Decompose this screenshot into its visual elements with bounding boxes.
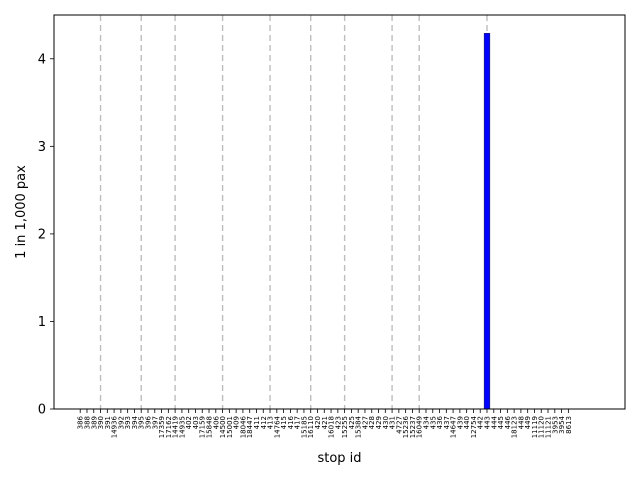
y-axis-ticks: 0 1 2 3 4 <box>38 52 54 418</box>
y-tick-label: 3 <box>38 140 46 155</box>
x-tick-label: 18123 <box>511 416 519 438</box>
x-tick-label: 420 <box>314 416 322 429</box>
x-tick-label: 391 <box>104 416 112 429</box>
x-tick-label: 442 <box>477 416 485 429</box>
x-tick-label: 15237 <box>409 416 417 438</box>
x-tick-label: 416 <box>287 415 295 429</box>
bar-443 <box>483 32 491 410</box>
x-tick-label: 16018 <box>328 416 336 438</box>
x-tick-label: 428 <box>368 416 376 429</box>
y-tick-label: 1 <box>38 315 46 330</box>
x-axis-ticks: 3863883893903911493639239339439539639717… <box>77 409 573 438</box>
x-tick-label: 417 <box>294 416 302 429</box>
x-axis-title: stop id <box>317 451 361 466</box>
x-tick-label: 15185 <box>300 416 308 438</box>
bars <box>483 32 491 410</box>
x-tick-label: 439 <box>456 416 464 429</box>
y-tick-label: 0 <box>38 403 46 418</box>
x-tick-label: 409 <box>233 416 241 429</box>
x-tick-label: 389 <box>90 416 98 429</box>
x-tick-label: 397 <box>151 416 159 429</box>
x-tick-label: 393 <box>124 416 132 429</box>
x-tick-label: 431 <box>389 416 397 429</box>
x-tick-label: 11121 <box>545 416 553 438</box>
x-tick-label: 395 <box>138 416 146 429</box>
x-tick-label: 446 <box>504 415 512 429</box>
x-tick-label: 413 <box>267 416 275 429</box>
y-tick-label: 4 <box>38 52 46 67</box>
x-tick-label: 435 <box>429 416 437 429</box>
x-tick-label: 11119 <box>531 416 539 438</box>
x-tick-label: 15255 <box>341 416 349 438</box>
x-tick-label: 412 <box>260 416 268 429</box>
x-tick-label: 449 <box>524 416 532 429</box>
x-tick-label: 12754 <box>470 415 478 438</box>
x-tick-label: 425 <box>348 416 356 429</box>
dashed-reference-lines <box>99 15 488 409</box>
x-tick-label: 11120 <box>538 416 546 438</box>
x-tick-label: 443 <box>484 416 492 429</box>
x-tick-label: 17162 <box>165 416 173 438</box>
x-tick-label: 421 <box>321 416 329 429</box>
x-tick-label: 18447 <box>246 416 254 438</box>
x-tick-label: 415 <box>280 416 288 429</box>
x-tick-label: 403 <box>192 416 200 429</box>
x-tick-label: 392 <box>117 416 125 429</box>
plot-frame <box>53 14 626 410</box>
y-tick-label: 2 <box>38 227 46 242</box>
x-tick-label: 430 <box>382 416 390 429</box>
x-tick-label: 14935 <box>178 416 186 438</box>
x-tick-label: 386 <box>77 415 85 429</box>
x-tick-label: 388 <box>83 416 91 429</box>
x-tick-label: 411 <box>253 416 261 429</box>
x-tick-label: 17159 <box>199 416 207 438</box>
x-tick-label: 402 <box>185 416 193 429</box>
x-tick-label: 390 <box>97 416 105 429</box>
x-tick-label: 8613 <box>565 416 573 434</box>
x-tick-label: 16110 <box>307 416 315 438</box>
x-tick-label: 14764 <box>273 415 281 438</box>
x-tick-label: 448 <box>517 416 525 429</box>
x-tick-label: 396 <box>145 415 153 429</box>
x-tick-label: 3954 <box>558 415 566 433</box>
x-tick-label: 15384 <box>355 415 363 438</box>
x-tick-label: 14419 <box>172 416 180 438</box>
x-tick-label: 15001 <box>226 416 234 438</box>
x-tick-label: 429 <box>375 416 383 429</box>
x-tick-label: 444 <box>490 415 498 429</box>
x-tick-label: 14647 <box>450 416 458 438</box>
x-tick-label: 15848 <box>206 416 214 438</box>
x-tick-label: 17359 <box>158 416 166 438</box>
x-tick-label: 18046 <box>239 415 247 438</box>
x-tick-label: 427 <box>361 416 369 429</box>
x-tick-label: 4727 <box>395 416 403 434</box>
x-tick-label: 16049 <box>416 416 424 438</box>
x-tick-label: 434 <box>422 415 430 429</box>
y-axis-title: 1 in 1,000 pax <box>14 165 29 259</box>
x-tick-label: 406 <box>212 415 220 429</box>
x-tick-label: 3953 <box>551 416 559 434</box>
x-tick-label: 394 <box>131 415 139 429</box>
x-tick-label: 445 <box>497 416 505 429</box>
x-tick-label: 436 <box>436 415 444 429</box>
x-tick-label: 14936 <box>111 415 119 438</box>
x-tick-label: 440 <box>463 416 471 429</box>
x-tick-label: 437 <box>443 416 451 429</box>
x-tick-label: 14500 <box>219 416 227 438</box>
x-tick-label: 15236 <box>402 415 410 438</box>
x-tick-label: 423 <box>334 416 342 429</box>
